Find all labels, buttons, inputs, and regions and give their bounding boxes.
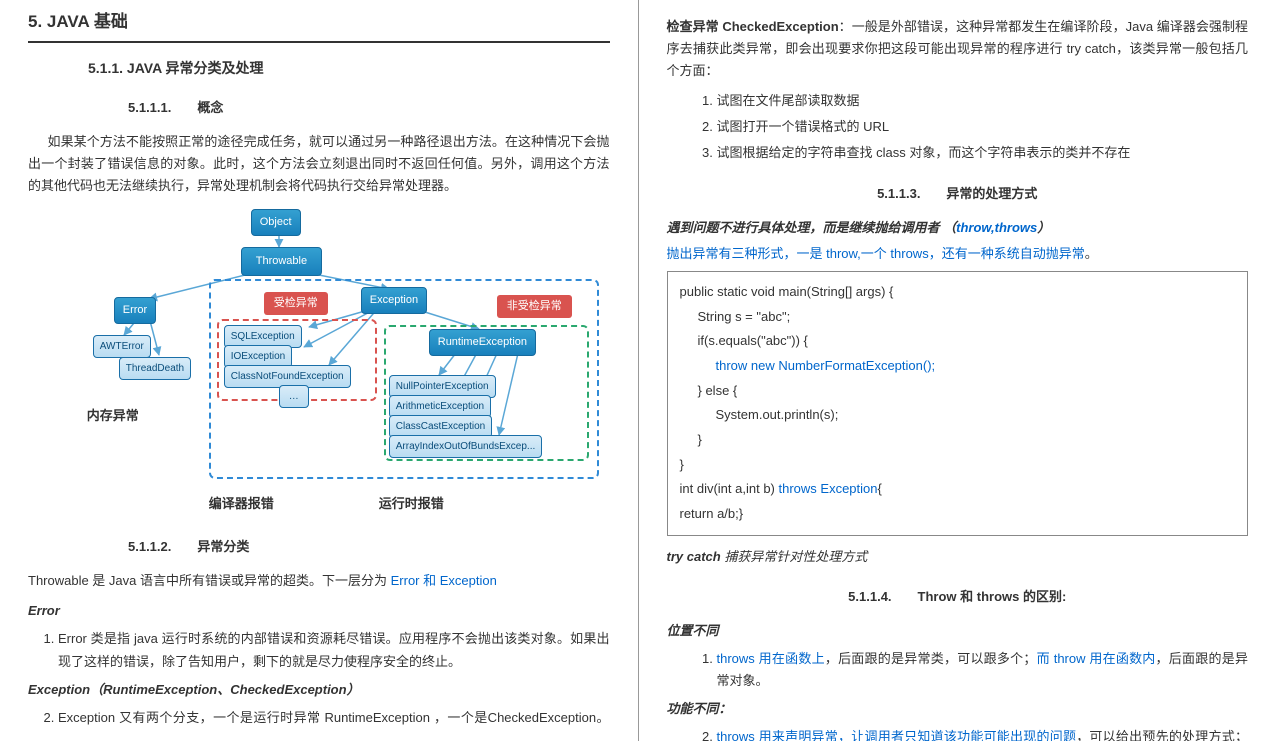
function-heading: 功能不同： (667, 698, 1249, 720)
list-item: throws 用在函数上，后面跟的是异常类，可以跟多个；而 throw 用在函数… (717, 648, 1249, 692)
throwable-paragraph: Throwable 是 Java 语言中所有错误或异常的超类。下一层分为 Err… (28, 570, 610, 592)
sub-trycatch: try catch 捕获异常针对性处理方式 (667, 546, 1249, 568)
list-item: 试图根据给定的字符串查找 class 对象，而这个字符串表示的类并不存在 (717, 142, 1249, 164)
label-compile: 编译器报错 (209, 493, 274, 515)
list-item: throws 用来声明异常，让调用者只知道该功能可能出现的问题，可以给出预先的处… (717, 726, 1249, 741)
code-line: if(s.equals("abc")) { (680, 329, 1236, 354)
node-runtime: RuntimeException (429, 329, 536, 356)
code-line: } (680, 453, 1236, 478)
text-span: 检查异常 CheckedException (667, 19, 839, 34)
concept-paragraph: 如果某个方法不能按照正常的途径完成任务，就可以通过另一种路径退出方法。在这种情况… (28, 131, 610, 197)
text-span: 。 (1085, 246, 1098, 261)
text-span: ，可以给出预先的处理方式； (1076, 729, 1248, 741)
link-three-forms[interactable]: 抛出异常有三种形式，一是 throw,一个 throws，还有一种系统自动抛异常 (667, 246, 1085, 261)
exception-hierarchy-diagram: Object Throwable Error Exception Runtime… (28, 207, 610, 524)
h3-throw-vs-throws: 5.1.1.4. Throw 和 throws 的区别: (667, 586, 1249, 608)
label-runtime: 运行时报错 (379, 493, 444, 515)
subsection-heading: 5.1.1. JAVA 异常分类及处理 (88, 57, 610, 81)
text-span: try catch (667, 549, 725, 564)
section-title: 5. JAVA 基础 (28, 8, 610, 43)
link-throw-throws[interactable]: throw,throws (956, 220, 1037, 235)
h3-classification: 5.1.1.2. 异常分类 (128, 536, 610, 558)
text-span: Exception (28, 682, 90, 697)
link-error-exception[interactable]: Error 和 Exception (391, 573, 497, 588)
checked-exception-paragraph: 检查异常 CheckedException：一般是外部错误，这种异常都发生在编译… (667, 16, 1249, 82)
code-line: } else { (680, 379, 1236, 404)
error-heading: Error (28, 600, 610, 622)
text-span: （RuntimeException、CheckedException） (90, 682, 359, 697)
code-line: String s = "abc"; (680, 305, 1236, 330)
node-dots: … (279, 385, 309, 408)
list-item: 试图在文件尾部读取数据 (717, 90, 1249, 112)
code-line: public static void main(String[] args) { (680, 280, 1236, 305)
code-line: int div(int a,int b) throws Exception{ (680, 477, 1236, 502)
code-line: throw new NumberFormatException(); (680, 354, 1236, 379)
tag-checked: 受检异常 (264, 292, 328, 315)
text-span: 遇到问题不进行具体处理，而是继续抛给调用者 （ (667, 220, 957, 235)
h3-concept: 5.1.1.1. 概念 (128, 97, 610, 119)
text-span: ，后面跟的是异常类，可以跟多个； (825, 651, 1037, 666)
node-object: Object (251, 209, 301, 236)
node-exception: Exception (361, 287, 427, 314)
text-span: 捕获异常针对性处理方式 (724, 549, 867, 564)
node-throwable: Throwable (241, 247, 322, 276)
link-throws-declare[interactable]: throws 用来声明异常，让调用者只知道该功能可能出现的问题 (717, 729, 1077, 741)
node-aiobe: ArrayIndexOutOfBundsExcep... (389, 435, 543, 458)
code-block: public static void main(String[] args) {… (667, 271, 1249, 536)
list-item: 试图打开一个错误格式的 URL (717, 116, 1249, 138)
code-line: return a/b;} (680, 502, 1236, 527)
h3-handling: 5.1.1.3. 异常的处理方式 (667, 183, 1249, 205)
label-memory: 内存异常 (87, 405, 139, 427)
position-heading: 位置不同 (667, 620, 1249, 642)
exception-list-item: Exception 又有两个分支，一个是运行时异常 RuntimeExcepti… (58, 707, 610, 729)
exception-heading: Exception（RuntimeException、CheckedExcept… (28, 679, 610, 701)
tag-unchecked: 非受检异常 (497, 295, 572, 318)
code-line: } (680, 428, 1236, 453)
text-span: Throwable 是 Java 语言中所有错误或异常的超类。下一层分为 (28, 573, 391, 588)
node-error: Error (114, 297, 156, 324)
code-line: System.out.println(s); (680, 403, 1236, 428)
link-throw-inside[interactable]: 而 throw 用在函数内 (1036, 651, 1155, 666)
three-forms-paragraph: 抛出异常有三种形式，一是 throw,一个 throws，还有一种系统自动抛异常… (667, 243, 1249, 265)
text-span: ） (1037, 220, 1050, 235)
sub-throw-throws: 遇到问题不进行具体处理，而是继续抛给调用者 （throw,throws） (667, 217, 1249, 239)
node-awterror: AWTError (93, 335, 151, 358)
link-throws-function[interactable]: throws 用在函数上 (717, 651, 825, 666)
error-list-item: Error 类是指 java 运行时系统的内部错误和资源耗尽错误。应用程序不会抛… (58, 628, 610, 672)
node-threaddeath: ThreadDeath (119, 357, 191, 380)
